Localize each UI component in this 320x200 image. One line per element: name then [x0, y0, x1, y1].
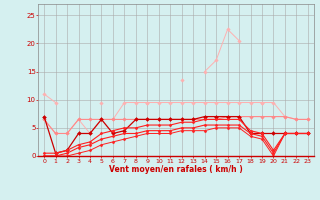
- X-axis label: Vent moyen/en rafales ( km/h ): Vent moyen/en rafales ( km/h ): [109, 165, 243, 174]
